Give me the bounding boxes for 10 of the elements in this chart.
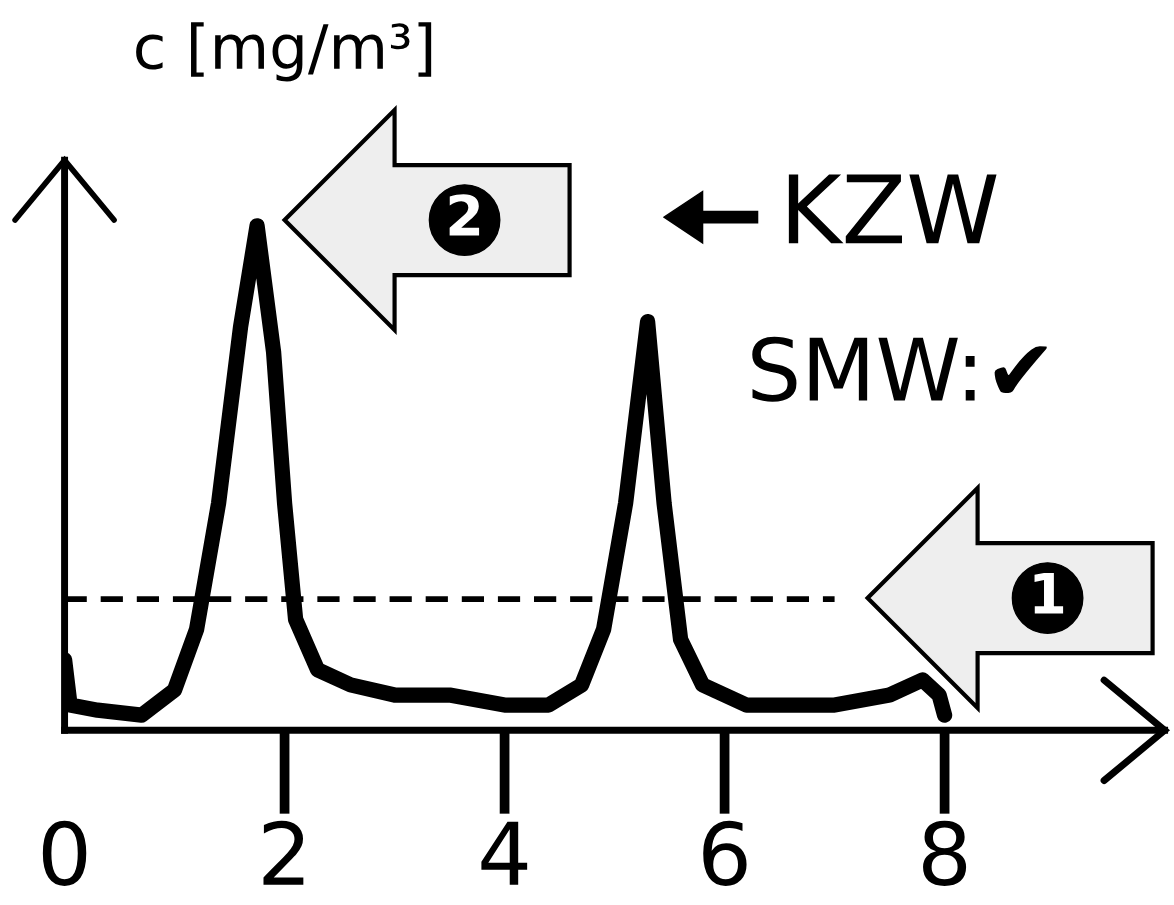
annotation: 1 <box>1034 572 1064 614</box>
x-tick-label: 4 <box>481 821 528 885</box>
x-tick-label: 2 <box>263 820 304 885</box>
x-tick-label: 6 <box>703 820 747 886</box>
y-axis-title: c [mg/m³] <box>136 22 432 82</box>
annotation: 2 <box>449 194 480 236</box>
annotation: KZW <box>788 174 997 244</box>
x-tick-label: 8 <box>923 820 967 886</box>
x-tick-label: 0 <box>42 820 87 886</box>
annotation: SMW:✔ <box>752 336 1047 402</box>
